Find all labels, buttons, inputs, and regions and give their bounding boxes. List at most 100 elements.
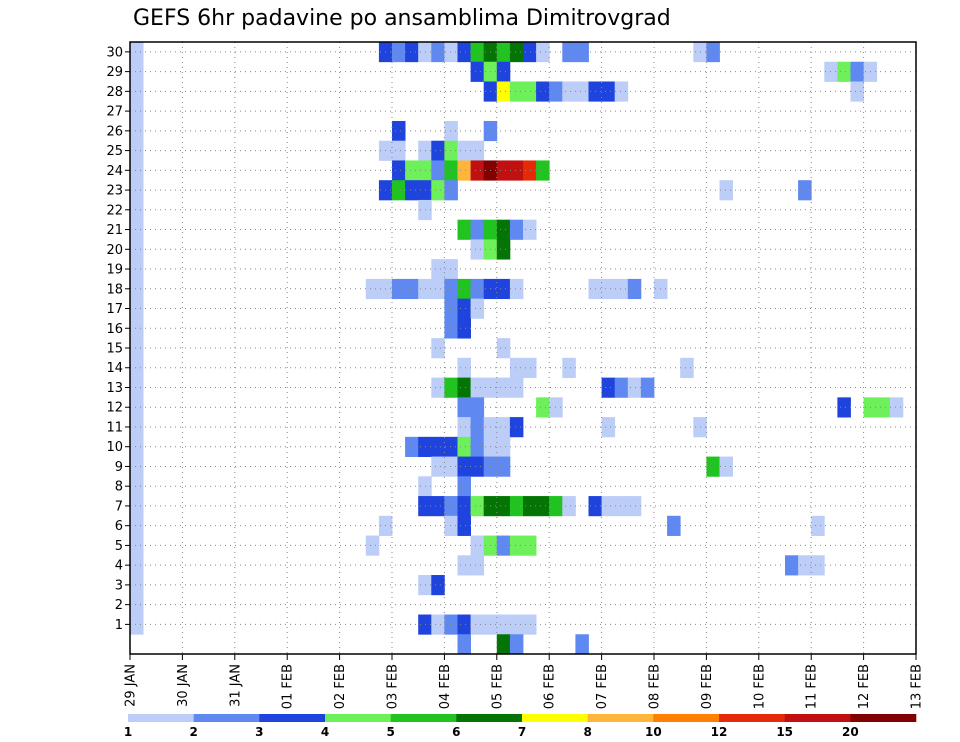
x-tick-label: 07 FEB xyxy=(595,664,610,709)
legend-color-swatch xyxy=(587,714,654,722)
y-tick-label: 18 xyxy=(106,282,123,297)
heatmap-cell xyxy=(130,160,144,181)
heatmap-cell xyxy=(523,496,537,517)
heatmap-cell xyxy=(627,377,642,398)
heatmap-cell xyxy=(470,160,485,181)
heatmap-cell xyxy=(130,298,144,319)
heatmap-cell xyxy=(523,614,537,635)
heatmap-cell xyxy=(130,456,144,477)
heatmap-cell xyxy=(405,160,419,181)
heatmap-cell xyxy=(496,160,511,181)
heatmap-cell xyxy=(850,81,864,102)
heatmap-cell xyxy=(470,219,485,240)
heatmap-cell xyxy=(470,417,485,438)
heatmap-cell xyxy=(523,81,537,102)
heatmap-cell xyxy=(418,496,432,517)
heatmap-cell xyxy=(457,515,471,536)
heatmap-cell xyxy=(575,81,589,102)
x-tick-label: 01 FEB xyxy=(281,664,296,709)
heatmap-cell xyxy=(496,61,511,82)
y-tick-label: 20 xyxy=(106,243,123,258)
legend-color-swatch xyxy=(128,714,194,722)
heatmap-cell xyxy=(444,278,458,300)
heatmap-cell xyxy=(640,377,655,398)
heatmap-cell xyxy=(706,42,720,63)
heatmap-cell xyxy=(509,357,524,379)
heatmap-cell xyxy=(470,456,485,477)
y-tick-label: 16 xyxy=(106,322,123,337)
heatmap-cell xyxy=(470,377,485,398)
heatmap-cell xyxy=(405,436,419,457)
heatmap-cell xyxy=(601,377,616,398)
heatmap-cell xyxy=(509,278,524,300)
legend-label: 2 xyxy=(189,725,197,739)
y-tick-label: 25 xyxy=(106,144,123,159)
heatmap-cell xyxy=(130,575,144,596)
heatmap-cell xyxy=(130,515,144,536)
heatmap-cell xyxy=(130,140,144,161)
heatmap-cell xyxy=(418,575,432,596)
heatmap-cell xyxy=(614,377,629,398)
heatmap-cell xyxy=(457,278,471,300)
heatmap-cell xyxy=(470,239,485,260)
heatmap-cell xyxy=(130,219,144,240)
y-axis: 1234567891011121314151617181920212223242… xyxy=(106,45,130,633)
heatmap-cell xyxy=(130,476,144,497)
heatmap-cell xyxy=(457,417,471,438)
heatmap-cell xyxy=(509,634,524,655)
y-tick-label: 23 xyxy=(106,184,123,199)
heatmap-cell xyxy=(601,496,616,517)
y-tick-label: 4 xyxy=(115,559,123,574)
y-tick-label: 1 xyxy=(115,618,123,633)
heatmap-cell xyxy=(470,298,485,319)
y-tick-label: 22 xyxy=(106,203,123,218)
heatmap-cell xyxy=(601,278,616,300)
heatmap-cell xyxy=(130,42,144,63)
heatmap-cell xyxy=(536,496,550,517)
heatmap-cell xyxy=(418,436,432,457)
heatmap-cell xyxy=(444,259,458,280)
heatmap-cell xyxy=(509,377,524,398)
heatmap-cell xyxy=(431,160,445,181)
heatmap-cell xyxy=(130,81,144,102)
heatmap-cell xyxy=(536,397,550,418)
heatmap-cell xyxy=(496,81,511,102)
heatmap-cell xyxy=(130,120,144,142)
legend-color-swatch xyxy=(193,714,260,722)
heatmap-cell xyxy=(496,436,511,457)
heatmap-cell xyxy=(536,81,550,102)
legend-label: 5 xyxy=(386,725,394,739)
heatmap-cell xyxy=(470,614,485,635)
x-tick-label: 02 FEB xyxy=(333,664,348,709)
heatmap-cell xyxy=(392,120,406,142)
heatmap-cell xyxy=(496,239,511,260)
heatmap-cell xyxy=(798,180,812,201)
heatmap-cell xyxy=(431,338,445,359)
heatmap-cell xyxy=(392,160,406,181)
heatmap-cell xyxy=(431,377,445,398)
heatmap-cell xyxy=(130,535,144,556)
heatmap-cell xyxy=(496,535,511,556)
legend-label: 3 xyxy=(255,725,263,739)
heatmap-cell xyxy=(431,436,445,457)
heatmap-cell xyxy=(536,160,550,181)
heatmap-cell xyxy=(667,515,681,536)
y-tick-label: 14 xyxy=(106,361,123,376)
heatmap-cell xyxy=(496,634,511,655)
y-tick-label: 27 xyxy=(106,105,123,120)
cells-layer xyxy=(130,42,904,655)
heatmap-cell xyxy=(392,180,406,201)
x-tick-label: 09 FEB xyxy=(700,664,715,709)
x-tick-label: 29 JAN xyxy=(124,664,139,707)
x-tick-label: 13 FEB xyxy=(910,664,925,709)
y-tick-label: 29 xyxy=(106,65,123,80)
heatmap-cell xyxy=(719,456,733,477)
heatmap-cell xyxy=(418,42,432,63)
x-tick-label: 08 FEB xyxy=(648,664,663,709)
y-tick-label: 19 xyxy=(106,263,123,278)
heatmap-cell xyxy=(431,140,445,161)
heatmap-cell xyxy=(837,61,851,82)
heatmap-cell xyxy=(824,61,838,82)
grid-layer xyxy=(130,42,916,654)
